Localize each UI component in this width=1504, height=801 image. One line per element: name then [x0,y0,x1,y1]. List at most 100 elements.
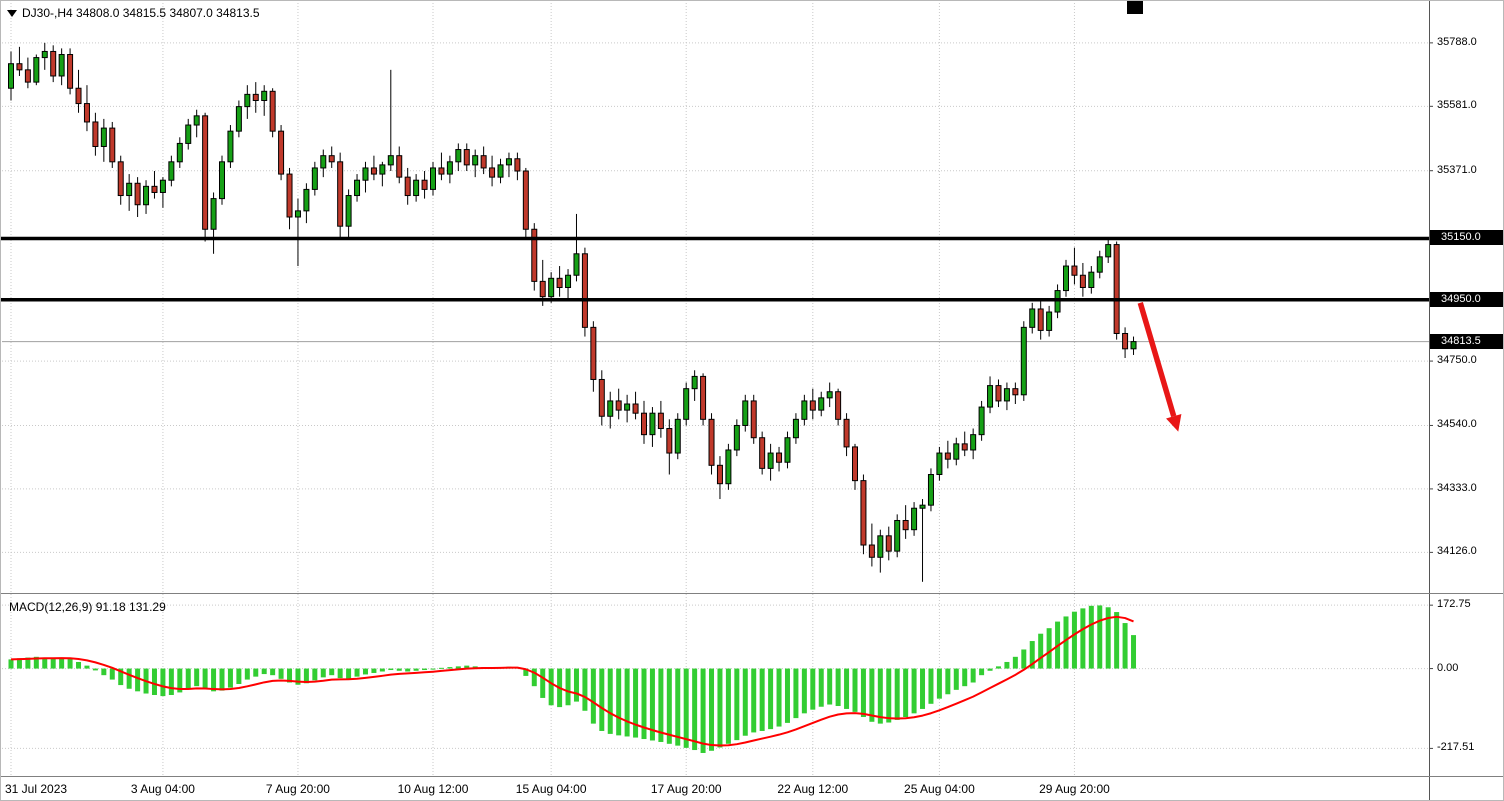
macd-bar [329,668,335,676]
macd-bar [768,668,774,730]
candle-body [902,519,909,531]
candle-body [83,103,90,123]
macd-bar [649,668,655,741]
candle-body [24,69,31,83]
trend-arrow-shaft[interactable] [1137,302,1177,418]
candle-body [362,167,369,181]
candle-body [852,446,858,482]
candle-body [548,277,555,298]
candle-body [742,400,749,426]
macd-bar [1088,605,1094,669]
macd-bar [101,668,107,676]
candle-body [624,403,631,411]
macd-bar [244,668,250,680]
candle-body [1122,332,1129,350]
candle-body [219,161,225,200]
candle-body [109,127,116,163]
candle-body [41,50,48,59]
candle-body [953,443,960,460]
date-axis-label: 31 Jul 2023 [5,782,68,796]
date-axis-label: 22 Aug 12:00 [777,782,849,796]
candle-body [387,155,394,166]
macd-bar [346,668,352,679]
macd-bar [869,668,875,722]
candle-body [430,167,436,190]
candle-body [320,155,327,169]
candle-body [126,182,133,197]
macd-bar [801,668,807,714]
macd-bar [8,659,14,669]
macd-bar [1114,612,1120,669]
macd-bar [886,668,892,723]
candle-body [1113,244,1120,334]
candle-body [919,504,926,509]
macd-bar [1105,607,1111,669]
macd-bar [1046,628,1052,669]
candle-body [1012,388,1019,396]
macd-bar [945,668,951,695]
macd-bar [92,668,98,671]
macd-bar [725,668,731,744]
candle-body [936,452,943,476]
trend-arrow-head[interactable] [1166,413,1182,432]
candle-body [345,195,352,227]
date-axis-label: 3 Aug 04:00 [130,782,195,796]
macd-bar [455,666,461,669]
macd-bar [970,668,976,683]
candle-body [151,185,158,193]
candle-body [818,397,825,411]
candle-body [505,158,512,166]
candle-body [733,424,740,451]
candle-body [835,391,842,420]
macd-axis-tick-label: -217.51 [1437,741,1475,754]
macd-bar [202,668,208,689]
macd-bar [582,668,588,711]
chart-shift-marker[interactable] [1127,1,1143,14]
candle-body [649,412,656,436]
candle-body [75,87,82,105]
macd-bar [683,668,689,748]
price-axis-tick-label: 34750.0 [1437,354,1477,367]
candle-body [1063,265,1069,292]
macd-bar [151,668,157,695]
candle-body [261,90,268,102]
macd-bar [565,668,571,706]
macd-bar [573,668,579,702]
candle-body [531,228,538,282]
macd-bar [118,668,124,686]
macd-bar [852,668,858,712]
macd-bar [835,668,841,707]
macd-bar [1122,623,1128,669]
macd-bar [860,668,866,718]
macd-bar [599,668,605,731]
candle-body [1037,308,1044,331]
candle-body [514,158,521,172]
symbol-dropdown-icon[interactable] [7,9,17,17]
macd-bar [438,667,444,669]
candle-body [117,161,124,197]
candle-body [632,403,639,414]
candle-body [759,437,766,469]
candle-body [202,115,209,230]
candle-body [1079,274,1086,289]
candle-body [894,519,901,552]
macd-bar [1131,635,1137,669]
macd-bar [109,668,115,680]
macd-bar [464,665,470,669]
candle-body [134,182,141,206]
candle-body [522,170,529,230]
candle-body [868,544,875,558]
macd-bar [76,661,82,669]
macd-bar [633,668,639,738]
macd-bar [413,668,419,671]
candle-body [978,406,985,436]
candle-body [1088,271,1095,289]
macd-bar [987,668,993,671]
macd-bar [84,665,90,669]
candle-body [1029,308,1036,328]
macd-bar [700,668,706,753]
candle-body [843,418,850,448]
macd-bar [312,668,318,681]
macd-bar [430,668,436,670]
